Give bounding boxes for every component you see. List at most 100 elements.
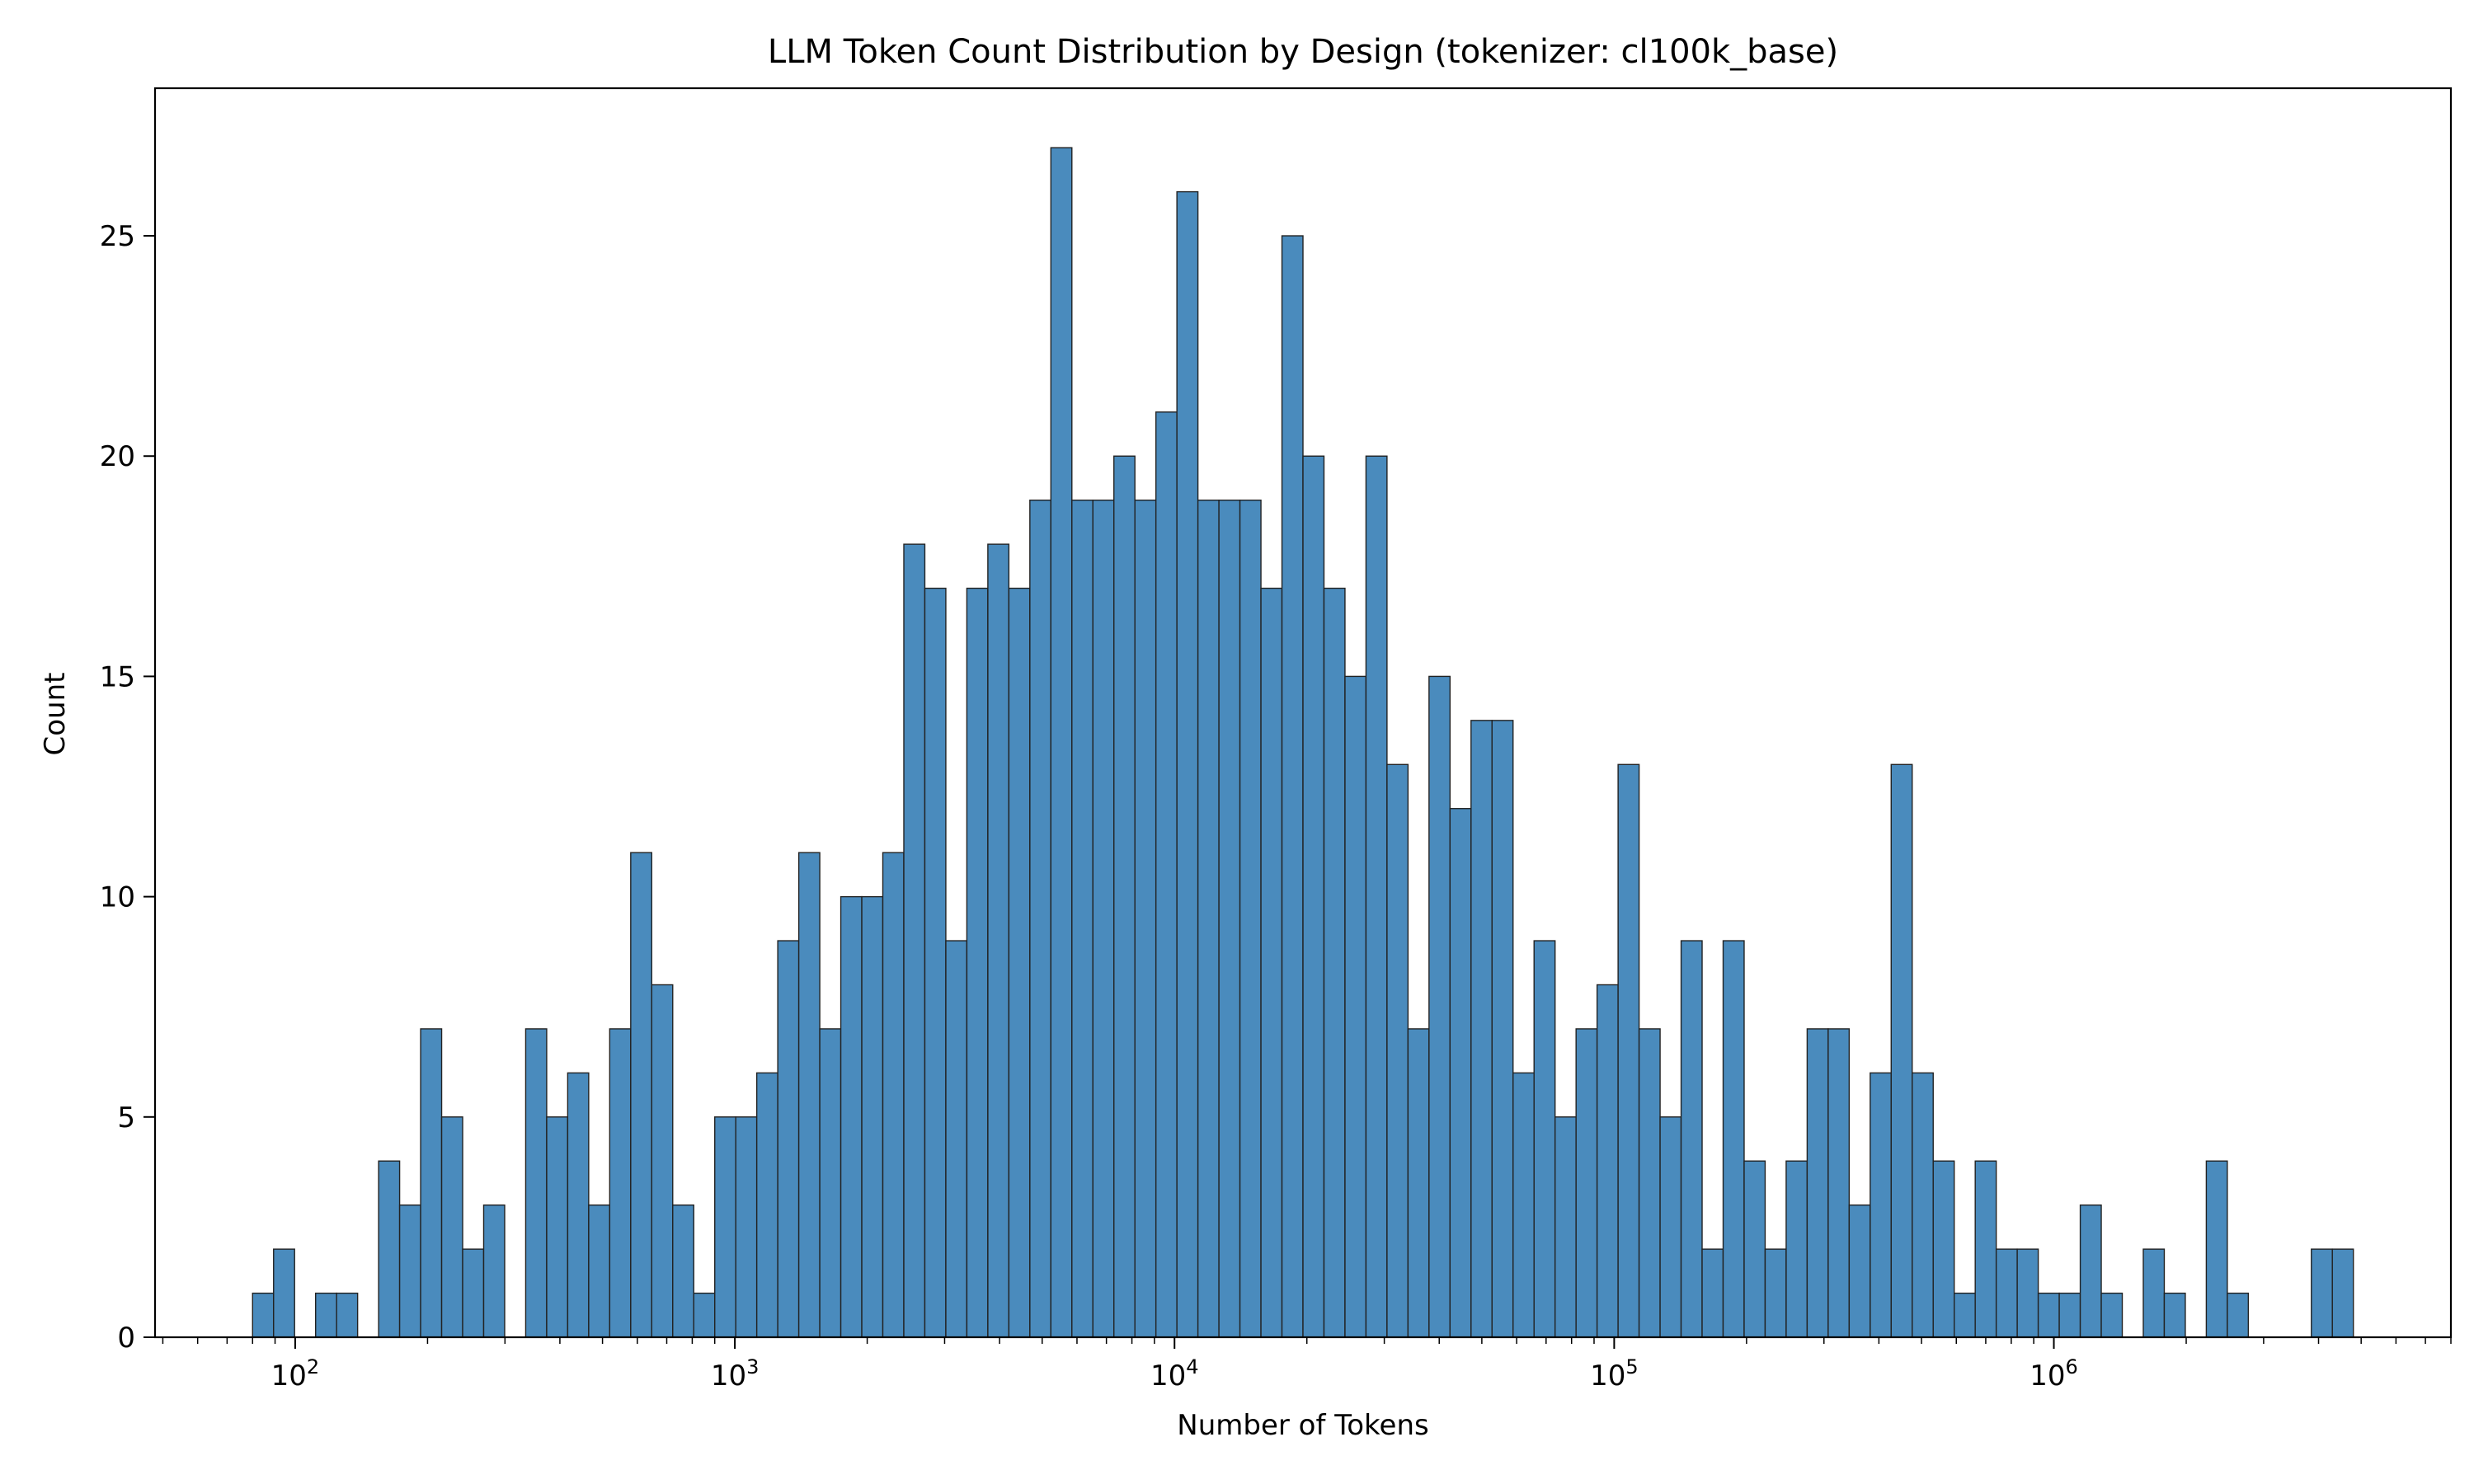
histogram-bar (987, 543, 1010, 1338)
histogram-bar (1659, 1116, 1682, 1338)
histogram-bar (609, 1028, 632, 1338)
y-axis-ticks: 0 5 10 15 20 25 (100, 220, 155, 1355)
histogram-bar (1134, 499, 1157, 1338)
histogram-bar (1680, 940, 1703, 1338)
histogram-bar (1575, 1028, 1598, 1338)
histogram-bar (1029, 499, 1051, 1338)
histogram-bar (336, 1292, 359, 1338)
histogram-bar (1218, 499, 1241, 1338)
histogram-bar (630, 852, 652, 1338)
histogram-bar (588, 1204, 611, 1338)
histogram-bar (651, 984, 674, 1338)
histogram-bar (1197, 499, 1220, 1338)
y-tick-label: 10 (100, 881, 135, 914)
histogram-bar (2058, 1292, 2081, 1338)
histogram-bar (1743, 1160, 1766, 1338)
y-tick-label: 20 (100, 440, 135, 473)
histogram-bar (1870, 1072, 1892, 1338)
histogram-bar (735, 1116, 758, 1338)
histogram-bar (1491, 720, 1514, 1338)
y-tick-label: 15 (100, 660, 135, 693)
histogram-bar (1533, 940, 1556, 1338)
histogram-bar (924, 587, 947, 1338)
histogram-bar (1071, 499, 1094, 1338)
x-tick-label: 103 (711, 1355, 760, 1392)
histogram-bar (2227, 1292, 2250, 1338)
histogram-bar (2311, 1248, 2333, 1338)
histogram-bar (1827, 1028, 1851, 1338)
histogram-bar (1596, 984, 1619, 1338)
histogram-bar (1365, 455, 1388, 1338)
histogram-bar (2100, 1292, 2124, 1338)
histogram-bar (1344, 675, 1367, 1338)
histogram-bar (2331, 1248, 2354, 1338)
x-tick-label: 105 (1590, 1355, 1639, 1392)
histogram-bar (2016, 1248, 2039, 1338)
histogram-bar (1239, 499, 1262, 1338)
histogram-bar (1281, 235, 1304, 1338)
histogram-bar (1470, 720, 1493, 1338)
histogram-bar (1995, 1248, 2018, 1338)
histogram-bar (1512, 1072, 1535, 1338)
histogram-bar (378, 1160, 401, 1338)
x-tick-label: 106 (2030, 1355, 2078, 1392)
x-tick-label: 104 (1150, 1355, 1199, 1392)
histogram-bar (777, 940, 800, 1338)
histogram-bar (1932, 1160, 1955, 1338)
histogram-bar (546, 1116, 569, 1338)
x-tick-label: 102 (271, 1355, 320, 1392)
y-tick-label: 25 (100, 220, 135, 253)
histogram-bar (672, 1204, 694, 1338)
histogram-bar (2037, 1292, 2060, 1338)
histogram-bar (2079, 1204, 2102, 1338)
bars-group (252, 147, 2354, 1338)
histogram-bar (1386, 763, 1409, 1338)
histogram-bar (1260, 587, 1283, 1338)
histogram-bar (1176, 190, 1199, 1338)
histogram-bar (1638, 1028, 1661, 1338)
histogram-bar (567, 1072, 590, 1338)
histogram-bar (273, 1248, 295, 1338)
histogram-bar (482, 1204, 506, 1338)
histogram-bar (1407, 1028, 1430, 1338)
histogram-bar (1912, 1072, 1934, 1338)
histogram-bar (1155, 411, 1178, 1338)
histogram-bar (1848, 1204, 1871, 1338)
histogram-bar (693, 1292, 716, 1338)
histogram-bar (1302, 455, 1325, 1338)
histogram-bar (1449, 808, 1472, 1338)
histogram-bar (1722, 940, 1745, 1338)
x-axis-label: Number of Tokens (1177, 1409, 1428, 1442)
histogram-bar (462, 1248, 485, 1338)
histogram-bar (1954, 1292, 1976, 1338)
histogram-bar (1554, 1116, 1577, 1338)
y-tick-label: 5 (117, 1101, 135, 1134)
histogram-bar (966, 587, 989, 1338)
histogram-bar (819, 1028, 842, 1338)
y-axis-label: Count (39, 673, 72, 756)
histogram-bar (1050, 147, 1073, 1338)
histogram-bar (882, 852, 905, 1338)
histogram-bar (252, 1292, 275, 1338)
histogram-bar (1785, 1160, 1808, 1338)
x-axis-ticks: 102 103 104 105 106 (162, 1337, 2452, 1392)
histogram-bar (398, 1204, 421, 1338)
histogram-bar (1701, 1248, 1724, 1338)
chart-title: LLM Token Count Distribution by Design (… (768, 33, 1838, 71)
histogram-bar (714, 1116, 736, 1338)
histogram-bar (1092, 499, 1115, 1338)
plot-area-frame (153, 87, 2453, 1339)
histogram-bar (1890, 763, 1913, 1338)
histogram-bar (755, 1072, 778, 1338)
histogram-bar (797, 852, 821, 1338)
histogram-bar (1113, 455, 1136, 1338)
histogram-bar (861, 895, 884, 1338)
histogram-bar (315, 1292, 337, 1338)
histogram-bar (840, 895, 863, 1338)
histogram-bar (524, 1028, 548, 1338)
histogram-bar (1428, 675, 1451, 1338)
y-tick-label: 0 (117, 1322, 135, 1355)
histogram-bar (2205, 1160, 2228, 1338)
histogram-bar (1323, 587, 1346, 1338)
